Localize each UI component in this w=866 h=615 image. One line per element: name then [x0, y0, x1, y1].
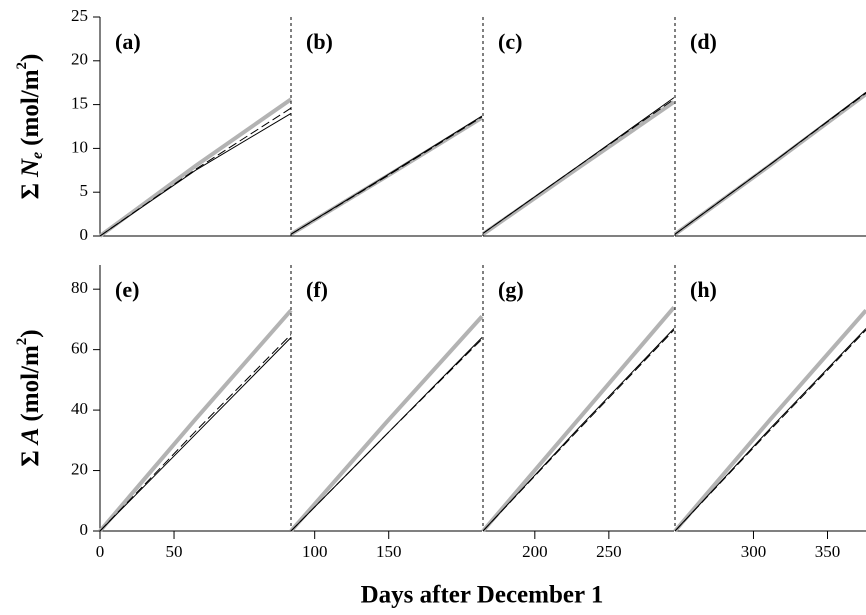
series-line	[99, 334, 292, 532]
y-tick-label: 60	[71, 339, 88, 358]
y-tick-label: 40	[71, 399, 88, 418]
y-tick-label: 20	[71, 50, 88, 69]
panel-label: (b)	[306, 29, 333, 54]
panel-label: (d)	[690, 29, 717, 54]
y-tick-label: 0	[80, 520, 89, 539]
y-axis-label-part: 2	[14, 62, 30, 70]
panel-label: (e)	[115, 277, 139, 302]
y-tick-label: 15	[71, 94, 88, 113]
series-line	[482, 97, 675, 234]
series-line	[290, 116, 483, 235]
series-line	[674, 329, 866, 532]
panel-label: (f)	[306, 277, 328, 302]
panel-label: (g)	[498, 277, 524, 302]
y-axis-label-part: e	[29, 152, 46, 159]
x-axis-label: Days after December 1	[361, 582, 604, 609]
series-line	[290, 338, 483, 532]
panel-label: (c)	[498, 29, 522, 54]
x-tick-label: 300	[741, 542, 767, 561]
series-line	[98, 97, 293, 238]
y-axis-label-part: )	[17, 54, 44, 62]
series-line	[482, 329, 675, 532]
series-line	[289, 315, 484, 533]
y-tick-label: 0	[80, 225, 89, 244]
x-tick-label: 100	[302, 542, 328, 561]
y-axis-label-part: Σ	[17, 183, 44, 199]
y-axis-label-part: (mol/m	[17, 69, 44, 146]
series-line	[481, 306, 676, 533]
x-tick-label: 250	[596, 542, 622, 561]
y-tick-label: 80	[71, 278, 88, 297]
y-axis-label-part: A	[17, 428, 44, 447]
y-axis-label-part: Σ	[17, 450, 44, 466]
y-axis-label-part: 2	[14, 338, 30, 346]
y-tick-label: 25	[71, 6, 88, 25]
y-axis-label: ΣNe (mol/m2)	[14, 54, 45, 200]
y-axis-label: ΣA (mol/m2)	[14, 329, 43, 466]
series-line	[290, 115, 483, 235]
panel-label: (h)	[690, 277, 717, 302]
y-tick-label: 5	[80, 181, 89, 200]
y-tick-label: 20	[71, 459, 88, 478]
x-tick-label: 200	[522, 542, 548, 561]
x-tick-label: 350	[815, 542, 841, 561]
x-tick-label: 150	[376, 542, 402, 561]
series-line	[481, 100, 676, 236]
panel-label: (a)	[115, 29, 141, 54]
x-tick-label: 0	[96, 542, 105, 561]
series-line	[99, 337, 292, 532]
y-tick-label: 10	[71, 137, 88, 156]
series-line	[673, 308, 866, 533]
series-line	[98, 308, 293, 533]
y-axis-label-part: N	[17, 158, 44, 178]
x-tick-label: 50	[166, 542, 183, 561]
y-axis-label-part: (mol/m	[17, 345, 44, 422]
y-axis-label-part: )	[17, 329, 44, 337]
series-line	[674, 92, 866, 235]
series-line	[99, 112, 292, 237]
